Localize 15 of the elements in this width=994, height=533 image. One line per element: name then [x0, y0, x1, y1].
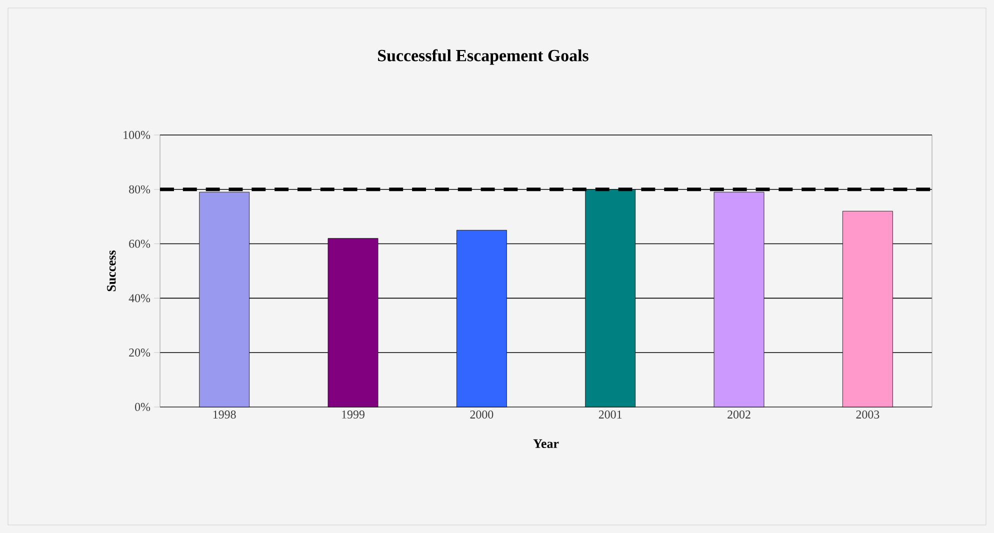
y-tick-label: 60% [129, 240, 150, 248]
x-tick-label: 2003 [856, 410, 880, 419]
y-tick-label: 40% [128, 294, 150, 302]
y-tick-label: 100% [124, 130, 150, 140]
y-tick-label: 20% [129, 348, 150, 357]
x-tick-label: 2001 [598, 410, 622, 419]
x-axis-title: Year [533, 439, 559, 448]
x-tick-label: 2000 [470, 410, 494, 419]
y-axis-title: Success [107, 250, 116, 292]
y-tick-label: 80% [129, 185, 150, 194]
y-tick-label: 0% [135, 402, 150, 412]
chart-title: Successful Escapement Goals [378, 49, 588, 65]
x-tick-label: 1998 [213, 410, 236, 419]
x-tick-label: 1999 [342, 410, 364, 419]
x-tick-label: 2002 [728, 410, 750, 419]
